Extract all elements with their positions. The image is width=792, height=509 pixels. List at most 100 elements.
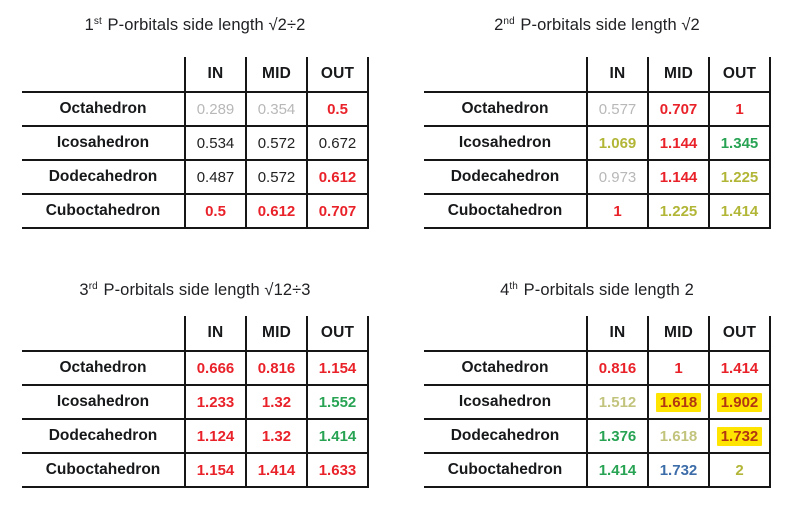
value-cell: 0.612 xyxy=(306,159,369,195)
row-label-octahedron: Octahedron xyxy=(22,91,186,127)
col-header-out: OUT xyxy=(306,57,369,93)
row-label-dodecahedron: Dodecahedron xyxy=(424,159,588,195)
value-cell: 0.5 xyxy=(306,91,369,127)
row-label-octahedron: Octahedron xyxy=(424,91,588,127)
cell-value: 0.672 xyxy=(318,134,357,152)
row-label-octahedron: Octahedron xyxy=(22,350,186,386)
value-cell: 0.707 xyxy=(306,193,369,229)
cell-value: 1.233 xyxy=(196,393,235,411)
value-cell: 0.572 xyxy=(245,125,308,161)
cell-value: 1.414 xyxy=(720,359,759,377)
col-header-mid: MID xyxy=(245,316,308,352)
value-cell: 0.577 xyxy=(586,91,649,127)
row-label-icosahedron: Icosahedron xyxy=(424,125,588,161)
value-cell: 1.902 xyxy=(708,384,771,420)
cell-value: 0.572 xyxy=(257,168,296,186)
value-cell: 1.144 xyxy=(647,159,710,195)
panel-4th-orbitals: 4th P-orbitals side length 2 IN MID OUT … xyxy=(424,279,771,488)
value-cell: 1.069 xyxy=(586,125,649,161)
cell-value: 1.069 xyxy=(598,134,637,152)
cell-value: 1.144 xyxy=(659,168,698,186)
title-number: 3 xyxy=(79,281,89,299)
value-cell: 1.376 xyxy=(586,418,649,454)
row-label-dodecahedron: Dodecahedron xyxy=(22,418,186,454)
row-label-cuboctahedron: Cuboctahedron xyxy=(22,193,186,229)
cell-value: 1.732 xyxy=(716,426,763,446)
table-row: Icosahedron 0.534 0.572 0.672 xyxy=(22,125,369,161)
table-row: Icosahedron 1.069 1.144 1.345 xyxy=(424,125,771,161)
value-cell: 1.225 xyxy=(647,193,710,229)
row-label-dodecahedron: Dodecahedron xyxy=(424,418,588,454)
value-cell: 2 xyxy=(708,452,771,488)
cell-value: 0.5 xyxy=(327,100,348,118)
cell-value: 1.512 xyxy=(598,393,637,411)
value-cell: 1 xyxy=(708,91,771,127)
cell-value: 0.707 xyxy=(659,100,698,118)
value-cell: 0.572 xyxy=(245,159,308,195)
row-label-dodecahedron: Dodecahedron xyxy=(22,159,186,195)
col-header-out: OUT xyxy=(708,316,771,352)
header-row: IN MID OUT xyxy=(424,57,771,93)
cell-value: 0.707 xyxy=(318,202,357,220)
cell-value: 0.577 xyxy=(598,100,637,118)
cell-value: 1.225 xyxy=(659,202,698,220)
value-cell: 0.816 xyxy=(245,350,308,386)
orbitals-table-3: IN MID OUT Octahedron 0.666 0.816 1.154 … xyxy=(22,316,369,488)
cell-value: 1.902 xyxy=(716,392,763,412)
value-cell: 1.345 xyxy=(708,125,771,161)
col-header-out: OUT xyxy=(306,316,369,352)
header-row: IN MID OUT xyxy=(424,316,771,352)
value-cell: 1.154 xyxy=(306,350,369,386)
cell-value: 2 xyxy=(735,461,744,479)
value-cell: 1.414 xyxy=(586,452,649,488)
value-cell: 1.732 xyxy=(647,452,710,488)
cell-value: 1.32 xyxy=(261,427,292,445)
title-text: P-orbitals side length 2 xyxy=(518,281,694,299)
value-cell: 1.633 xyxy=(306,452,369,488)
cell-value: 1.144 xyxy=(659,134,698,152)
title-text: P-orbitals side length √2 xyxy=(515,16,700,34)
title-ordinal: th xyxy=(509,280,518,292)
corner-cell xyxy=(424,57,588,93)
col-header-mid: MID xyxy=(647,316,710,352)
row-label-octahedron: Octahedron xyxy=(424,350,588,386)
orbitals-table-4: IN MID OUT Octahedron 0.816 1 1.414 Icos… xyxy=(424,316,771,488)
header-row: IN MID OUT xyxy=(22,316,369,352)
value-cell: 0.816 xyxy=(586,350,649,386)
corner-cell xyxy=(424,316,588,352)
cell-value: 1.618 xyxy=(655,392,702,412)
cell-value: 1 xyxy=(613,202,622,220)
panel-2nd-orbitals: 2nd P-orbitals side length √2 IN MID OUT… xyxy=(424,14,771,229)
value-cell: 0.707 xyxy=(647,91,710,127)
title-ordinal: rd xyxy=(88,280,98,292)
orbitals-table-1: IN MID OUT Octahedron 0.289 0.354 0.5 Ic… xyxy=(22,57,369,229)
row-label-icosahedron: Icosahedron xyxy=(424,384,588,420)
table-row: Cuboctahedron 1.414 1.732 2 xyxy=(424,452,771,488)
header-row: IN MID OUT xyxy=(22,57,369,93)
table-row: Octahedron 0.666 0.816 1.154 xyxy=(22,350,369,386)
title-text: P-orbitals side length √12÷3 xyxy=(98,281,311,299)
row-label-cuboctahedron: Cuboctahedron xyxy=(424,452,588,488)
row-label-icosahedron: Icosahedron xyxy=(22,384,186,420)
cell-value: 1.414 xyxy=(318,427,357,445)
title-number: 2 xyxy=(494,16,504,34)
cell-value: 1.345 xyxy=(720,134,759,152)
table-title-4: 4th P-orbitals side length 2 xyxy=(424,279,770,301)
cell-value: 1.154 xyxy=(196,461,235,479)
table-row: Dodecahedron 0.487 0.572 0.612 xyxy=(22,159,369,195)
col-header-in: IN xyxy=(586,316,649,352)
value-cell: 1.233 xyxy=(184,384,247,420)
cell-value: 1 xyxy=(735,100,744,118)
cell-value: 1.414 xyxy=(257,461,296,479)
cell-value: 1.732 xyxy=(659,461,698,479)
cell-value: 0.612 xyxy=(318,168,357,186)
cell-value: 1.414 xyxy=(720,202,759,220)
value-cell: 1.154 xyxy=(184,452,247,488)
table-title-3: 3rd P-orbitals side length √12÷3 xyxy=(22,279,368,301)
table-row: Icosahedron 1.512 1.618 1.902 xyxy=(424,384,771,420)
title-ordinal: st xyxy=(93,15,102,27)
table-row: Dodecahedron 1.376 1.618 1.732 xyxy=(424,418,771,454)
cell-value: 1 xyxy=(674,359,683,377)
row-label-icosahedron: Icosahedron xyxy=(22,125,186,161)
cell-value: 1.618 xyxy=(659,427,698,445)
